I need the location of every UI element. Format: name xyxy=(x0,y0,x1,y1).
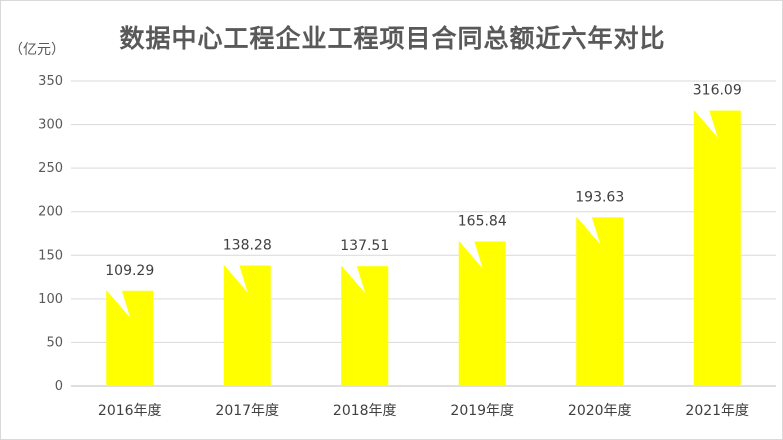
data-label: 193.63 xyxy=(575,189,624,205)
data-label: 109.29 xyxy=(105,263,154,279)
data-label: 316.09 xyxy=(693,83,742,99)
data-label: 165.84 xyxy=(458,213,507,229)
data-label-pointer xyxy=(692,108,718,138)
data-label-pointer xyxy=(457,239,483,269)
y-tick-label: 350 xyxy=(38,74,63,89)
bar xyxy=(341,266,389,386)
data-label: 137.51 xyxy=(340,238,389,254)
bar xyxy=(576,217,624,386)
y-axis-unit: （亿元） xyxy=(9,42,65,58)
x-tick-label: 2019年度 xyxy=(450,403,514,419)
x-tick-label: 2017年度 xyxy=(215,403,279,419)
data-label-pointer xyxy=(222,263,248,293)
x-tick-label: 2021年度 xyxy=(685,403,749,419)
data-label-pointer xyxy=(575,215,601,245)
y-tick-label: 300 xyxy=(38,118,63,133)
x-tick-label: 2018年度 xyxy=(333,403,397,419)
y-tick-label: 250 xyxy=(38,161,63,176)
y-tick-label: 100 xyxy=(38,292,63,307)
chart-title: 数据中心工程企业工程项目合同总额近六年对比 xyxy=(119,24,666,53)
data-label-pointer xyxy=(105,288,131,318)
bar xyxy=(458,241,506,386)
x-tick-label: 2020年度 xyxy=(568,403,632,419)
y-tick-label: 150 xyxy=(38,248,63,263)
data-label-pointer xyxy=(340,264,366,294)
bar xyxy=(693,110,741,386)
x-tick-label: 2016年度 xyxy=(98,403,162,419)
bar xyxy=(106,290,154,386)
data-label: 138.28 xyxy=(223,237,272,253)
bar xyxy=(223,265,271,386)
y-tick-label: 50 xyxy=(46,335,63,350)
y-tick-label: 0 xyxy=(55,379,63,394)
y-tick-label: 200 xyxy=(38,205,63,220)
